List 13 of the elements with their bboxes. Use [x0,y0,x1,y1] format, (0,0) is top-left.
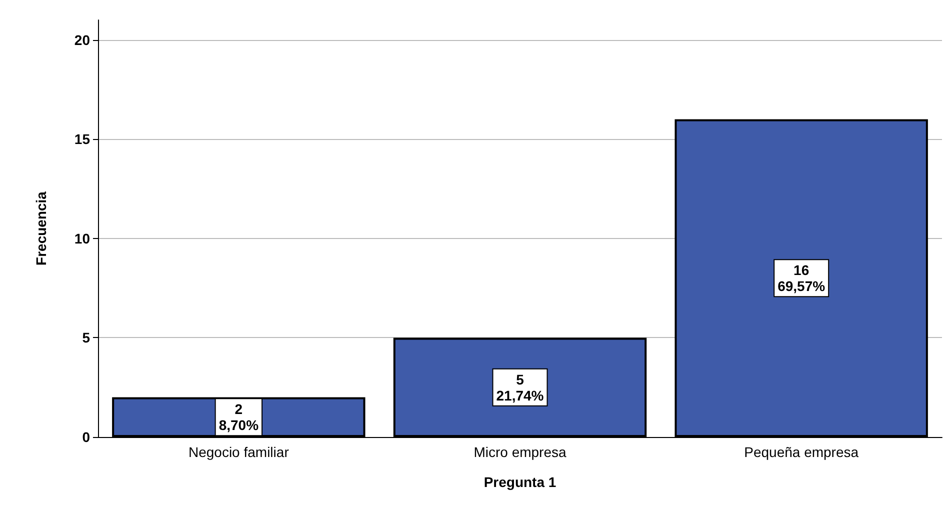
data-label: 16 69,57% [778,262,826,294]
y-tick-label: 10 [74,230,90,246]
y-axis-title: Frecuencia [33,191,49,266]
y-tick-label: 15 [74,131,90,148]
y-tick-label: 5 [82,330,90,346]
x-tick-label: Micro empresa [474,444,566,460]
x-tick-label: Negocio familiar [188,444,290,460]
data-label: 5 21,74% [496,371,544,404]
y-tick-label: 0 [82,429,90,445]
y-tick-label: 20 [74,32,90,48]
data-label: 2 8,70% [218,401,260,434]
x-axis-title: Pregunta 1 [484,474,556,490]
x-tick-label: Pequeña empresa [744,444,859,460]
